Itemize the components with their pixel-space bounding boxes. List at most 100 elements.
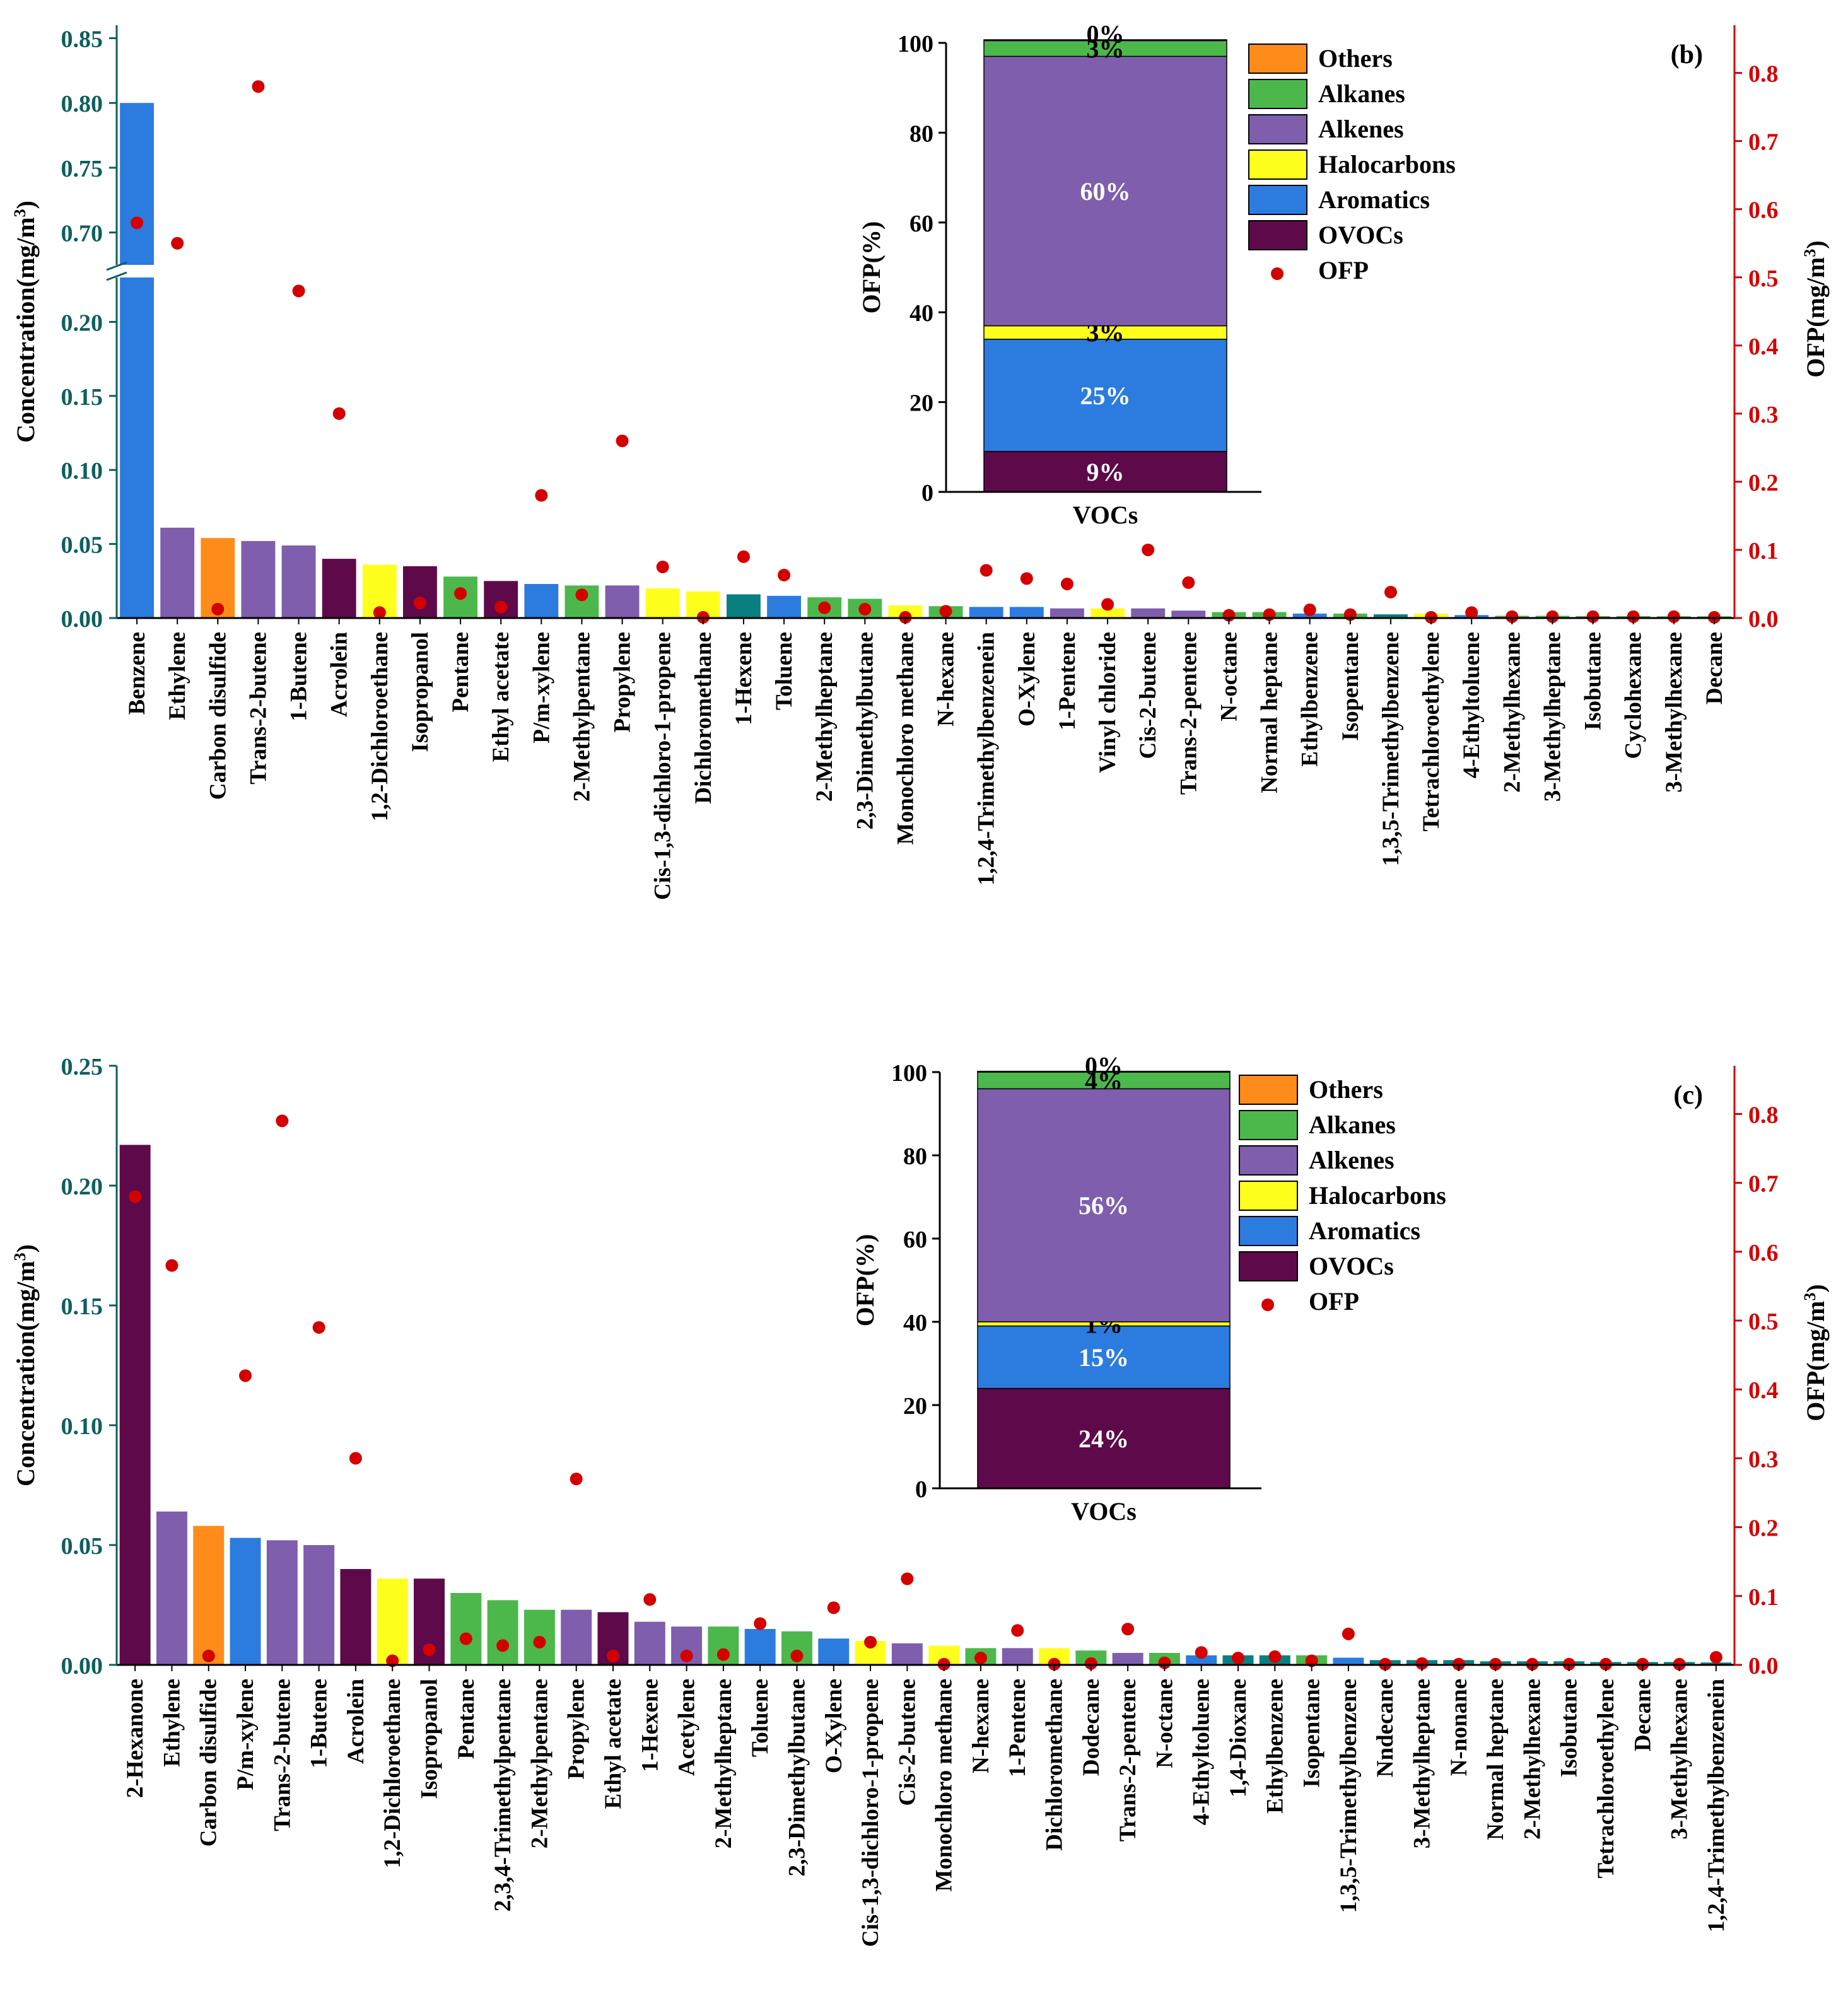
x-category-label: Nndecane bbox=[1372, 1679, 1398, 1777]
legend-label: Alkenes bbox=[1309, 1146, 1395, 1174]
x-category-label: 2-Methylhexane bbox=[1499, 632, 1525, 793]
y-tick-label: 0.75 bbox=[61, 156, 103, 182]
x-category-label: Isopentane bbox=[1299, 1679, 1325, 1788]
ofp-point bbox=[1268, 1650, 1282, 1663]
inset-y-tick-label: 100 bbox=[898, 31, 933, 57]
x-category-label: Acrolein bbox=[327, 632, 353, 717]
left-ticks: 0.00 0.05 0.10 0.15 0.20 0.25 bbox=[61, 1054, 117, 1679]
inset-x-title: VOCs bbox=[1071, 1497, 1137, 1526]
ofp-point bbox=[616, 435, 629, 448]
legend-swatch bbox=[1248, 44, 1307, 74]
ofp-point bbox=[533, 1635, 546, 1648]
bar bbox=[1171, 610, 1206, 618]
x-categories: Benzene Ethylene Carbon disulfide Trans-2-b… bbox=[124, 618, 1728, 900]
y-axis-title: Concentration(mg/m3) bbox=[11, 1244, 40, 1486]
inset-y-title: OFP(%) bbox=[851, 1234, 879, 1327]
ofp-point bbox=[575, 588, 588, 602]
y2-tick-label: 0.0 bbox=[1748, 1653, 1779, 1679]
x-category-label: Propylene bbox=[564, 1679, 590, 1780]
ofp-point bbox=[1011, 1624, 1024, 1637]
legend-label: Aromatics bbox=[1318, 185, 1430, 214]
inset-segment-label: 25% bbox=[1080, 382, 1131, 410]
y2-tick-label: 0.3 bbox=[1748, 402, 1779, 428]
y-tick-label: 0.10 bbox=[61, 1413, 103, 1440]
x-category-label: Isopentane bbox=[1338, 632, 1364, 741]
inset-segment-label: 56% bbox=[1079, 1191, 1129, 1220]
y-tick-label: 0.20 bbox=[61, 1174, 103, 1200]
x-category-label: 2,3,4-Trimethylpentane bbox=[490, 1679, 516, 1911]
x-category-label: 4-Ethyltoluene bbox=[1189, 1679, 1215, 1825]
bar bbox=[403, 566, 437, 618]
y-tick-label: 0.05 bbox=[61, 1533, 103, 1560]
legend-swatch bbox=[1239, 1075, 1298, 1105]
y2-tick-label: 0.0 bbox=[1748, 606, 1779, 633]
ofp-point bbox=[1121, 1623, 1135, 1636]
y2-tick-label: 0.7 bbox=[1748, 129, 1779, 156]
ofp-point bbox=[1305, 1654, 1318, 1667]
x-category-label: 1,4-Dioxane bbox=[1225, 1679, 1251, 1797]
ofp-point bbox=[459, 1632, 472, 1645]
x-category-label: 2-Methylpentane bbox=[569, 632, 595, 802]
x-category-label: Ethyl acetate bbox=[488, 632, 514, 762]
x-category-label: 1-Pentene bbox=[1005, 1679, 1031, 1777]
ofp-point bbox=[570, 1473, 583, 1486]
legend-swatch bbox=[1239, 1145, 1298, 1176]
axis-break-mark bbox=[106, 261, 127, 271]
inset-segment bbox=[977, 1325, 1231, 1389]
y-tick-label: 0.00 bbox=[61, 1653, 103, 1679]
x-category-label: Tetrachloroethylene bbox=[1593, 1679, 1619, 1879]
x-categories: 2-Hexanone Ethylene Carbon disulfide P/m-xy… bbox=[122, 1665, 1729, 1947]
x-category-label: 2-Methylhexane bbox=[1519, 1679, 1545, 1840]
x-category-label: 3-Methylhexane bbox=[1667, 1679, 1693, 1840]
bar bbox=[1186, 1655, 1217, 1665]
x-category-label: 1-Pentene bbox=[1055, 632, 1080, 730]
legend-label: OVOCs bbox=[1318, 221, 1403, 249]
x-category-label: Cis-2-butene bbox=[1135, 632, 1161, 759]
ofp-point bbox=[165, 1259, 178, 1272]
ofp-point bbox=[980, 564, 993, 577]
right-ticks: 0.0 0.1 0.2 0.3 0.4 0.5 0.6 0.7 0.8 bbox=[1734, 1102, 1779, 1679]
x-category-label: Decane bbox=[1630, 1679, 1656, 1751]
inset-segment-label: 9% bbox=[1087, 458, 1125, 486]
x-category-label: 3-Methylheptane bbox=[1409, 1679, 1435, 1848]
x-category-label: 1,2,4-Trimethylbenzenein bbox=[1704, 1679, 1729, 1933]
ofp-points bbox=[129, 1114, 1722, 1671]
x-category-label: 1-Hexene bbox=[637, 1679, 663, 1772]
bar bbox=[727, 594, 761, 618]
ofp-point bbox=[494, 600, 508, 614]
bar bbox=[266, 1540, 298, 1665]
x-category-label: Pentane bbox=[448, 632, 474, 712]
ofp-point bbox=[974, 1652, 987, 1665]
y2-tick-label: 0.7 bbox=[1748, 1171, 1779, 1198]
ofp-point bbox=[454, 587, 467, 600]
x-category-label: Dichloromethane bbox=[691, 632, 716, 804]
ofp-point bbox=[1020, 572, 1033, 585]
x-category-label: Tetrachloroethylene bbox=[1418, 632, 1444, 832]
x-category-label: N-octane bbox=[1216, 632, 1242, 721]
x-category-label: 1,2-Dichloroethane bbox=[367, 632, 393, 821]
x-category-label: 3-Methylhexane bbox=[1661, 632, 1687, 793]
ofp-point bbox=[1384, 585, 1397, 598]
bar bbox=[241, 540, 276, 618]
inset-segment bbox=[983, 40, 1227, 57]
x-category-label: 2-Methylheptane bbox=[812, 632, 838, 802]
ofp-point bbox=[1342, 1627, 1355, 1640]
x-category-label: Isobutane bbox=[1581, 632, 1606, 730]
x-category-label: Acrolein bbox=[343, 1679, 369, 1764]
ofp-point bbox=[1465, 606, 1478, 619]
bar bbox=[119, 1145, 151, 1665]
legend-swatch bbox=[1248, 220, 1307, 250]
ofp-point bbox=[423, 1643, 436, 1656]
x-category-label: Monochloro methane bbox=[932, 1679, 957, 1891]
y-tick-label: 0.00 bbox=[61, 606, 103, 633]
y2-tick-label: 0.1 bbox=[1748, 538, 1779, 564]
y2-tick-label: 0.3 bbox=[1748, 1446, 1779, 1473]
ofp-point bbox=[680, 1649, 693, 1662]
legend-label: OFP bbox=[1309, 1287, 1359, 1316]
ofp-point bbox=[1627, 610, 1640, 623]
y2-tick-label: 0.5 bbox=[1748, 265, 1779, 292]
ofp-point bbox=[1084, 1657, 1097, 1670]
ofp-point bbox=[656, 560, 669, 573]
x-category-label: Acetylene bbox=[674, 1679, 700, 1776]
